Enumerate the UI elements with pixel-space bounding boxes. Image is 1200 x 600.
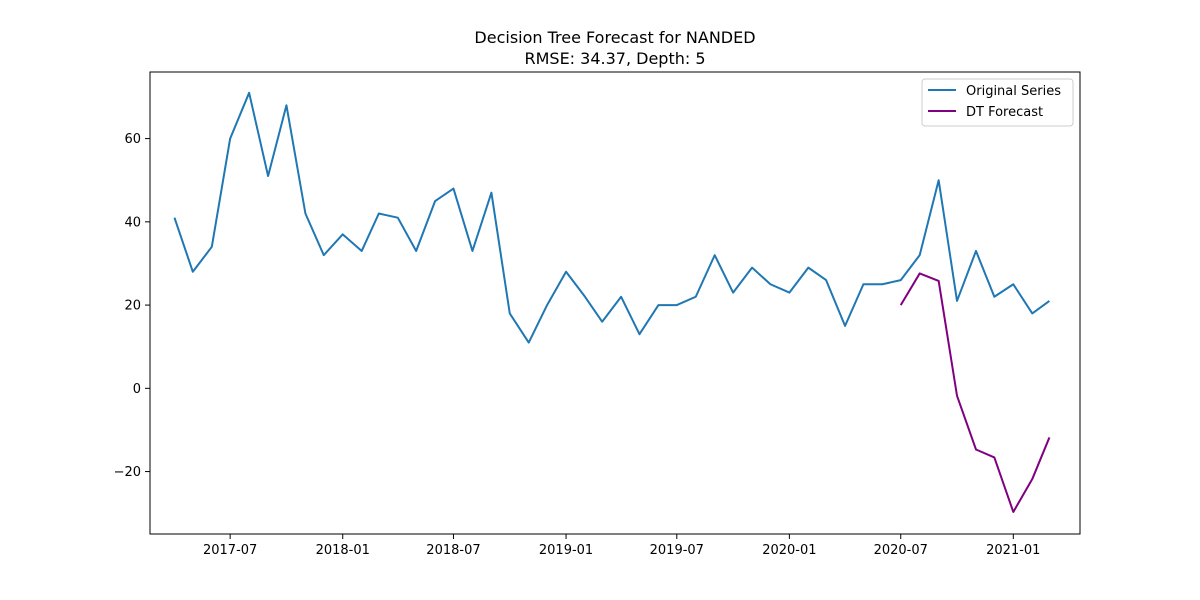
x-tick-label: 2017-07 [203, 543, 257, 558]
legend: Original Series DT Forecast [921, 78, 1074, 127]
x-tick-label: 2020-07 [874, 543, 928, 558]
plot-frame [149, 71, 1081, 535]
y-tick-label: 20 [124, 299, 141, 314]
legend-label-original-series: Original Series [966, 84, 1061, 99]
chart-subtitle: RMSE: 34.37, Depth: 5 [524, 49, 705, 68]
x-tick-label: 2020-01 [762, 543, 816, 558]
x-axis: 2017-07 2018-01 2018-07 2019-01 2019-07 2020-… [203, 534, 1040, 558]
chart-title: Decision Tree Forecast for NANDED [474, 28, 755, 47]
x-tick-label: 2021-01 [986, 543, 1040, 558]
legend-label-dt-forecast: DT Forecast [966, 105, 1043, 120]
y-axis: −20 0 20 40 60 [114, 132, 150, 480]
x-tick-label: 2018-07 [426, 543, 480, 558]
x-tick-label: 2018-01 [316, 543, 370, 558]
series-line-dt-forecast [899, 272, 1051, 513]
series-line-original-series [173, 91, 1050, 344]
y-tick-label: 40 [124, 215, 141, 230]
y-tick-label: 0 [133, 382, 141, 397]
legend-box [921, 78, 1074, 127]
y-tick-label: −20 [114, 465, 141, 480]
plot-series [173, 91, 1051, 513]
y-tick-label: 60 [124, 132, 141, 147]
x-tick-label: 2019-07 [650, 543, 704, 558]
x-tick-label: 2019-01 [539, 543, 593, 558]
